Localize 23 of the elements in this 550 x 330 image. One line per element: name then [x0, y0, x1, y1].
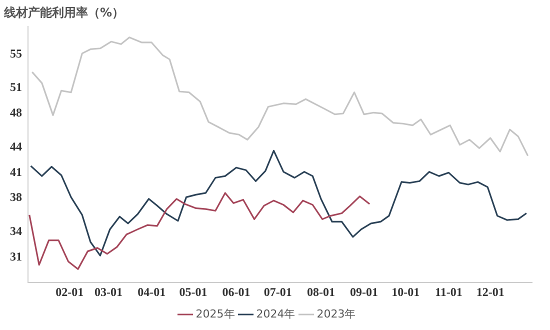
y-tick-label: 38: [10, 190, 22, 204]
y-tick-label: 51: [10, 80, 22, 94]
x-tick-label: 05-01: [179, 284, 208, 299]
y-tick-label: 44: [10, 139, 22, 154]
y-tick-label: 31: [10, 249, 22, 264]
x-tick-label: 03-01: [94, 284, 123, 299]
y-tick-label: 48: [10, 106, 22, 120]
x-tick-label: 08-01: [306, 284, 335, 299]
y-tick-label: 41: [10, 164, 22, 179]
x-tick-label: 04-01: [138, 284, 166, 299]
chart-title: 线材产能利用率（%）: [3, 5, 124, 20]
y-tick-label: 55: [10, 46, 22, 60]
x-tick-label: 07-01: [264, 284, 292, 299]
legend-label: 2025年: [196, 307, 235, 320]
y-tick-label: 34: [10, 224, 22, 238]
x-tick-label: 12-01: [476, 284, 504, 299]
x-tick-label: 10-01: [392, 284, 420, 299]
legend-label: 2024年: [256, 307, 296, 320]
legend-label: 2023年: [316, 307, 356, 320]
x-tick-label: 09-01: [350, 284, 378, 299]
x-tick-label: 06-01: [222, 284, 250, 299]
x-tick-label: 02-01: [56, 284, 84, 299]
x-tick-label: 11-01: [435, 284, 462, 299]
